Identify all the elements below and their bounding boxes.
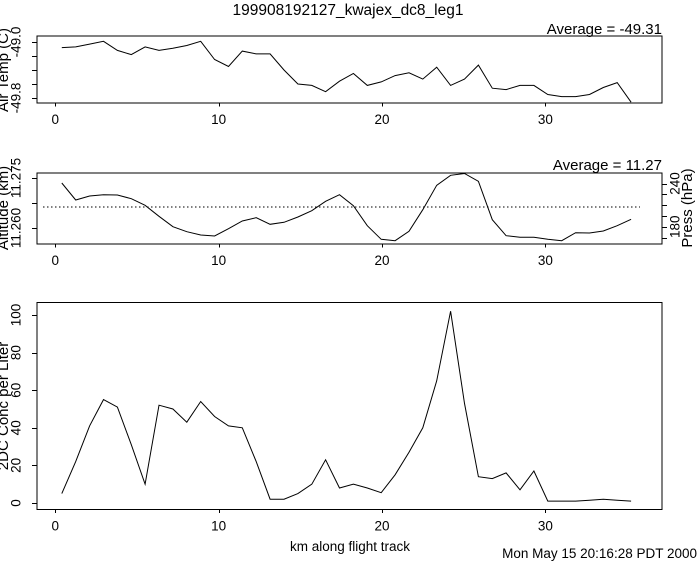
panel1-y-axis-title: Air Temp (C) xyxy=(0,28,12,112)
altitude-frame xyxy=(36,172,663,245)
x-tick-label: 10 xyxy=(211,112,226,127)
panel3-y-axis-title: 2DC Conc per Liter xyxy=(0,342,12,470)
y-tick-label: 80 xyxy=(9,345,24,360)
air-temp-frame xyxy=(36,35,663,104)
y-tick-label: 11.260 xyxy=(9,208,24,248)
x-axis-title: km along flight track xyxy=(290,539,410,554)
x-tick-label: 20 xyxy=(374,112,389,127)
2dc-conc-series xyxy=(61,311,632,502)
altitude-series xyxy=(61,172,632,242)
y-tick-label: 60 xyxy=(9,383,24,398)
panel2-y-axis-title: Altitude (km) xyxy=(0,166,12,250)
x-tick-label: 30 xyxy=(538,519,553,534)
x-tick-label: 20 xyxy=(374,253,389,268)
panel2-average-annotation: Average = 11.27 xyxy=(553,157,662,174)
x-tick-label: 30 xyxy=(538,112,553,127)
y-tick-label: -49.8 xyxy=(9,83,24,114)
x-tick-label: 0 xyxy=(52,519,60,534)
chart-layer: -49.0 -49.8 0 10 20 30 11.275 11.260 240 180 0 10 20… xyxy=(9,27,683,534)
right-tick-label: 180 xyxy=(668,215,683,238)
chart-title: 199908192127_kwajex_dc8_leg1 xyxy=(233,2,464,19)
y-tick-label: 0 xyxy=(9,499,24,507)
panel2-right-axis-title: Press (hPa) xyxy=(679,168,696,247)
y-tick-label: 40 xyxy=(9,420,24,435)
x-tick-label: 30 xyxy=(538,253,553,268)
panel1-average-annotation: Average = -49.31 xyxy=(547,21,662,38)
y-tick-label: -49.0 xyxy=(9,27,24,58)
right-tick-label: 240 xyxy=(668,172,683,195)
2dc-conc-frame xyxy=(36,302,663,510)
y-tick-label: 11.275 xyxy=(9,158,24,198)
x-tick-label: 0 xyxy=(52,112,60,127)
y-tick-label: 100 xyxy=(9,304,24,327)
x-tick-label: 10 xyxy=(211,519,226,534)
air-temp-series xyxy=(61,40,632,103)
x-tick-label: 10 xyxy=(211,253,226,268)
timestamp: Mon May 15 20:16:28 PDT 2000 xyxy=(502,546,697,561)
x-tick-label: 0 xyxy=(52,253,60,268)
y-tick-label: 20 xyxy=(9,458,24,473)
x-tick-label: 20 xyxy=(374,519,389,534)
